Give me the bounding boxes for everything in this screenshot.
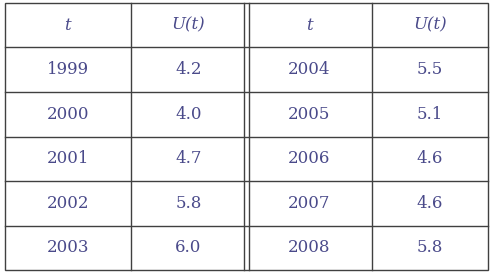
Text: t: t (65, 17, 71, 34)
Text: 2006: 2006 (288, 150, 330, 167)
Text: 4.6: 4.6 (417, 195, 443, 212)
Text: 2005: 2005 (288, 106, 330, 123)
Text: 2001: 2001 (46, 150, 89, 167)
Text: 2008: 2008 (288, 239, 331, 256)
Text: 5.5: 5.5 (417, 61, 443, 78)
Text: 4.2: 4.2 (176, 61, 202, 78)
Text: U(t): U(t) (172, 17, 206, 34)
Text: 5.1: 5.1 (417, 106, 443, 123)
Text: 5.8: 5.8 (417, 239, 443, 256)
Text: 4.0: 4.0 (176, 106, 202, 123)
Text: 5.8: 5.8 (176, 195, 202, 212)
Text: U(t): U(t) (413, 17, 447, 34)
Text: 2007: 2007 (288, 195, 331, 212)
Text: 4.6: 4.6 (417, 150, 443, 167)
Text: 2004: 2004 (288, 61, 331, 78)
Text: 1999: 1999 (47, 61, 89, 78)
Text: t: t (306, 17, 313, 34)
Text: 6.0: 6.0 (176, 239, 202, 256)
Text: 2003: 2003 (46, 239, 89, 256)
Text: 4.7: 4.7 (176, 150, 202, 167)
Text: 2002: 2002 (46, 195, 89, 212)
Text: 2000: 2000 (46, 106, 89, 123)
